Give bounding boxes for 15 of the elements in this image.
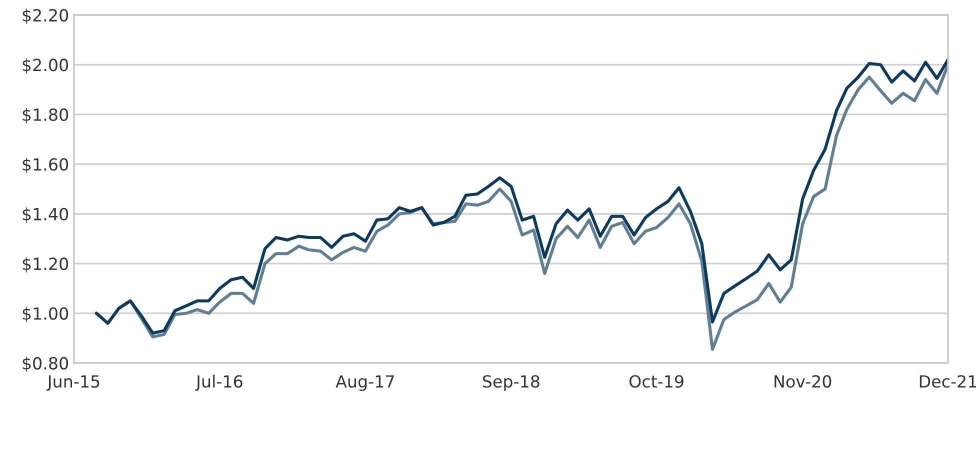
y-tick-label: $1.60 — [22, 158, 68, 173]
y-tick-label: $1.00 — [22, 306, 68, 322]
y-tick-label: $1.20 — [22, 257, 68, 272]
x-tick-label: Aug-17 — [336, 375, 394, 391]
y-tick-label: $0.80 — [22, 356, 68, 372]
y-tick-label: $2.20 — [22, 8, 68, 24]
x-tick-label: Oct-19 — [629, 375, 684, 388]
x-tick-label: Jul-16 — [195, 374, 242, 391]
x-tick-label: Sep-18 — [482, 375, 540, 391]
y-tick-label: $1.40 — [22, 208, 68, 223]
y-tick-label: $1.80 — [22, 108, 68, 124]
y-tick-label: $2.00 — [22, 58, 68, 74]
x-tick-label: Jun-15 — [46, 375, 100, 391]
x-tick-label: Nov-20 — [774, 375, 832, 388]
x-tick-label: Dec-21 — [920, 375, 976, 388]
